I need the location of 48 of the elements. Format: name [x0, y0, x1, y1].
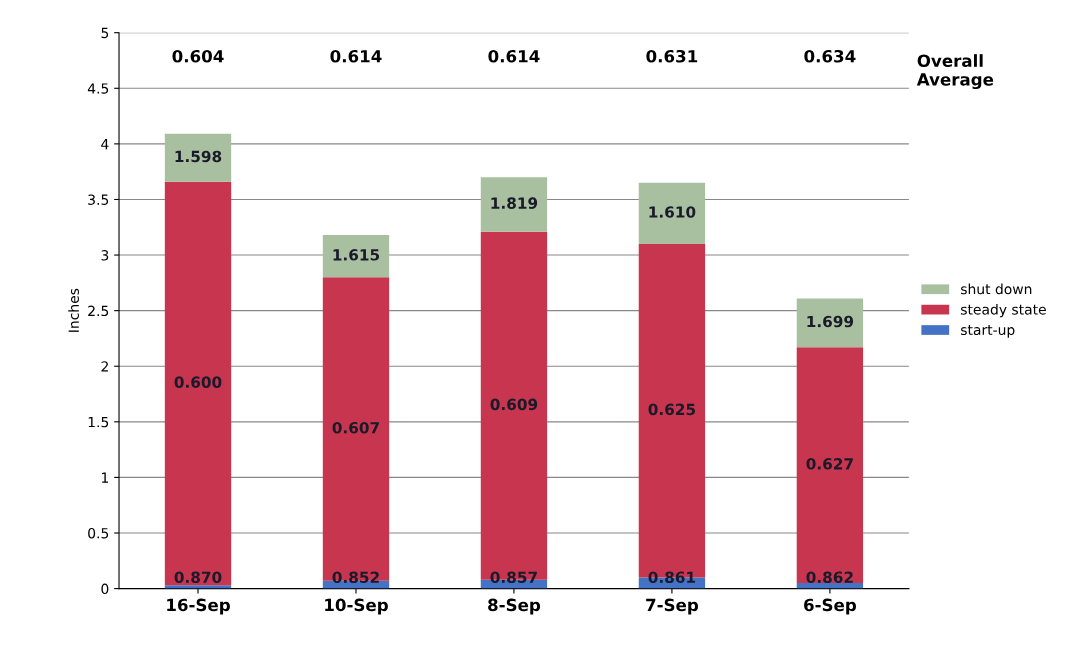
x-tick-label: 7-Sep: [646, 598, 699, 615]
y-tick-label: 3.5: [88, 194, 109, 205]
annotation: 0.614: [488, 49, 540, 63]
annotation: 0.604: [172, 49, 224, 63]
annotation: 1.598: [175, 150, 222, 163]
annotation: 0.607: [332, 421, 379, 434]
y-tick-label: 2.5: [88, 305, 109, 317]
x-tick-label: 10-Sep: [325, 598, 388, 615]
x-tick-label: 16-Sep: [167, 598, 230, 615]
annotation: 0.627: [806, 458, 853, 470]
y-tick-label: 1: [101, 472, 109, 483]
y-tick-label: 0: [101, 583, 109, 595]
legend-label: shut down: [961, 283, 1032, 295]
y-tick-label: 0.5: [88, 527, 109, 539]
y-tick-label: 5: [101, 27, 109, 39]
bar: [796, 347, 864, 584]
annotation: 0.631: [646, 49, 698, 63]
y-tick-label: 1.5: [88, 416, 109, 428]
annotation: 0.600: [174, 376, 222, 388]
bar: [322, 235, 390, 278]
bar: [164, 181, 232, 586]
y-axis-title: Inches: [68, 288, 79, 332]
annotation: 0.614: [330, 49, 382, 63]
bar: [480, 177, 548, 232]
annotation: 1.610: [649, 206, 696, 218]
y-tick-label: 4.5: [87, 83, 109, 94]
annotation: 1.819: [491, 197, 538, 209]
y-tick-label: 2: [101, 361, 108, 372]
annotation: 1.615: [333, 249, 380, 261]
x-tick-label: 6-Sep: [804, 598, 857, 615]
legend-label: start-up: [961, 325, 1015, 338]
legend-label: steady state: [961, 303, 1046, 318]
annotation: 0.870: [174, 571, 222, 584]
annotation: 1.699: [807, 315, 854, 328]
annotation: 0.862: [806, 571, 853, 584]
bar: [164, 585, 232, 589]
bar: [164, 133, 232, 182]
text: Overall Average: [916, 54, 994, 90]
annotation: 0.609: [490, 398, 538, 411]
bar: [796, 298, 864, 348]
annotation: 0.852: [332, 571, 379, 584]
y-tick-label: 4: [101, 139, 109, 150]
x-tick-label: 8-Sep: [488, 598, 541, 615]
annotation: 0.625: [648, 403, 696, 416]
y-tick-label: 3: [101, 250, 109, 261]
annotation: 0.634: [804, 49, 856, 63]
bar: [638, 182, 706, 244]
bar: [322, 277, 390, 581]
